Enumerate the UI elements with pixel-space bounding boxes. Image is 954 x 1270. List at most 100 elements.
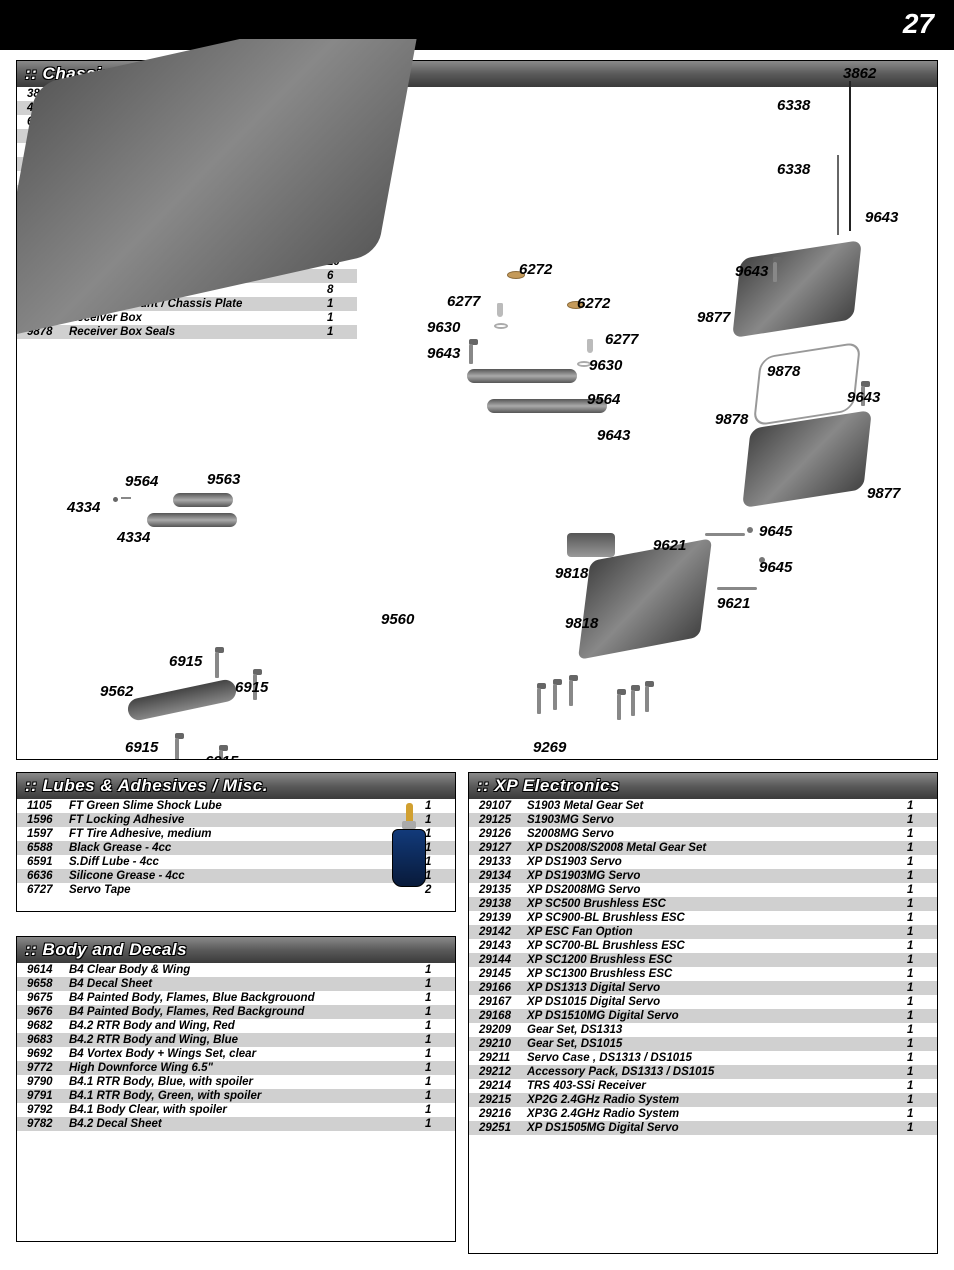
- diagram-part-label: 6272: [519, 261, 552, 278]
- part-description: XP SC500 Brushless ESC: [527, 897, 907, 911]
- part-qty: 1: [907, 813, 937, 827]
- part-number: 29125: [469, 813, 527, 827]
- part-description: S2008MG Servo: [527, 827, 907, 841]
- part-description: B4 Decal Sheet: [69, 977, 425, 991]
- part-qty: 1: [425, 1019, 455, 1033]
- part-qty: 1: [907, 1023, 937, 1037]
- page-content: :: Chassis 38625-40 x 1/8" Set Screw6433…: [0, 50, 954, 1270]
- part-qty: 1: [425, 1061, 455, 1075]
- front-bumper: [126, 678, 238, 722]
- part-number: 29134: [469, 869, 527, 883]
- part-description: B4.2 RTR Body and Wing, Blue: [69, 1033, 425, 1047]
- part-qty: 1: [425, 1005, 455, 1019]
- diagram-part-label: 9878: [767, 363, 800, 380]
- part-qty: 1: [907, 1107, 937, 1121]
- table-row: 9676B4 Painted Body, Flames, Red Backgro…: [17, 1005, 455, 1019]
- table-row: 9790B4.1 RTR Body, Blue, with spoiler1: [17, 1075, 455, 1089]
- part-qty: 1: [907, 883, 937, 897]
- table-row: 29211Servo Case , DS1313 / DS10151: [469, 1051, 937, 1065]
- diagram-part-label: 4334: [117, 529, 150, 546]
- bhcs-1: [747, 527, 753, 533]
- diagram-part-label: 9562: [100, 683, 133, 700]
- part-number: 29142: [469, 925, 527, 939]
- part-qty: 1: [907, 1051, 937, 1065]
- part-number: 9692: [17, 1047, 69, 1061]
- diagram-part-label: 9877: [697, 309, 730, 326]
- hinge-pin-1: [705, 533, 745, 536]
- part-number: 29126: [469, 827, 527, 841]
- part-number: 29107: [469, 799, 527, 813]
- part-qty: 1: [907, 911, 937, 925]
- part-number: 29139: [469, 911, 527, 925]
- diagram-part-label: 9878: [715, 411, 748, 428]
- part-description: FT Tire Adhesive, medium: [69, 827, 425, 841]
- ballstud-1: [497, 303, 503, 317]
- part-number: 9675: [17, 991, 69, 1005]
- diagram-part-label: 6915: [235, 679, 268, 696]
- part-description: XP DS1903 Servo: [527, 855, 907, 869]
- part-number: 29166: [469, 981, 527, 995]
- part-qty: 1: [425, 1117, 455, 1131]
- part-number: 29145: [469, 967, 527, 981]
- part-number: 6636: [17, 869, 69, 883]
- part-description: XP DS1313 Digital Servo: [527, 981, 907, 995]
- table-row: 29145XP SC1300 Brushless ESC1: [469, 967, 937, 981]
- bhcs-4334-1b: [121, 497, 131, 499]
- table-row: 9782B4.2 Decal Sheet1: [17, 1117, 455, 1131]
- part-qty: 1: [907, 1079, 937, 1093]
- table-row: 29133XP DS1903 Servo1: [469, 855, 937, 869]
- table-row: 29168XP DS1510MG Digital Servo1: [469, 1009, 937, 1023]
- hinge-pin-2: [717, 587, 757, 590]
- ballstud-2: [587, 339, 593, 353]
- part-number: 9682: [17, 1019, 69, 1033]
- part-description: Gear Set, DS1015: [527, 1037, 907, 1051]
- part-qty: 1: [425, 977, 455, 991]
- part-number: 29167: [469, 995, 527, 1009]
- table-row: 29107S1903 Metal Gear Set1: [469, 799, 937, 813]
- part-number: 29144: [469, 953, 527, 967]
- part-description: High Downforce Wing 6.5": [69, 1061, 425, 1075]
- antenna-wire: [837, 155, 839, 235]
- table-row: 29166XP DS1313 Digital Servo1: [469, 981, 937, 995]
- table-row: 29216XP3G 2.4GHz Radio System1: [469, 1107, 937, 1121]
- part-description: XP SC700-BL Brushless ESC: [527, 939, 907, 953]
- diagram-part-label: 9563: [207, 471, 240, 488]
- part-description: XP3G 2.4GHz Radio System: [527, 1107, 907, 1121]
- diagram-part-label: 3862: [843, 65, 876, 82]
- diagram-part-label: 6915: [205, 753, 238, 759]
- part-description: FT Locking Adhesive: [69, 813, 425, 827]
- table-row: 29210Gear Set, DS10151: [469, 1037, 937, 1051]
- diagram-part-label: 6272: [577, 295, 610, 312]
- diagram-part-label: 9621: [653, 537, 686, 554]
- part-description: Servo Case , DS1313 / DS1015: [527, 1051, 907, 1065]
- part-number: 29133: [469, 855, 527, 869]
- front-bulkhead-top: [467, 369, 577, 383]
- table-row: 9791B4.1 RTR Body, Green, with spoiler1: [17, 1089, 455, 1103]
- part-description: B4.2 Decal Sheet: [69, 1117, 425, 1131]
- diagram-part-label: 6338: [777, 97, 810, 114]
- part-number: 6588: [17, 841, 69, 855]
- parts-table-body: 9614B4 Clear Body & Wing19658B4 Decal Sh…: [17, 963, 455, 1131]
- part-qty: 1: [907, 1093, 937, 1107]
- diagram-part-label: 9564: [587, 391, 620, 408]
- part-number: 29216: [469, 1107, 527, 1121]
- hinge-brace-lower: [147, 513, 237, 527]
- chassis-diagram: 3862633863389643627296436277627298779630…: [17, 39, 937, 759]
- hinge-brace-upper: [173, 493, 233, 507]
- table-row: 9675B4 Painted Body, Flames, Blue Backgr…: [17, 991, 455, 1005]
- part-qty: 1: [425, 963, 455, 977]
- washer-1: [494, 323, 508, 329]
- part-qty: 1: [907, 939, 937, 953]
- part-number: 6591: [17, 855, 69, 869]
- diagram-part-label: 6277: [605, 331, 638, 348]
- part-number: 6727: [17, 883, 69, 897]
- diagram-part-label: 9643: [427, 345, 460, 362]
- diagram-part-label: 9643: [735, 263, 768, 280]
- part-description: TRS 403-SSi Receiver: [527, 1079, 907, 1093]
- part-description: Servo Tape: [69, 883, 425, 897]
- part-number: 9658: [17, 977, 69, 991]
- part-description: S1903 Metal Gear Set: [527, 799, 907, 813]
- part-number: 9772: [17, 1061, 69, 1075]
- part-description: B4 Clear Body & Wing: [69, 963, 425, 977]
- diagram-part-label: 4334: [67, 499, 100, 516]
